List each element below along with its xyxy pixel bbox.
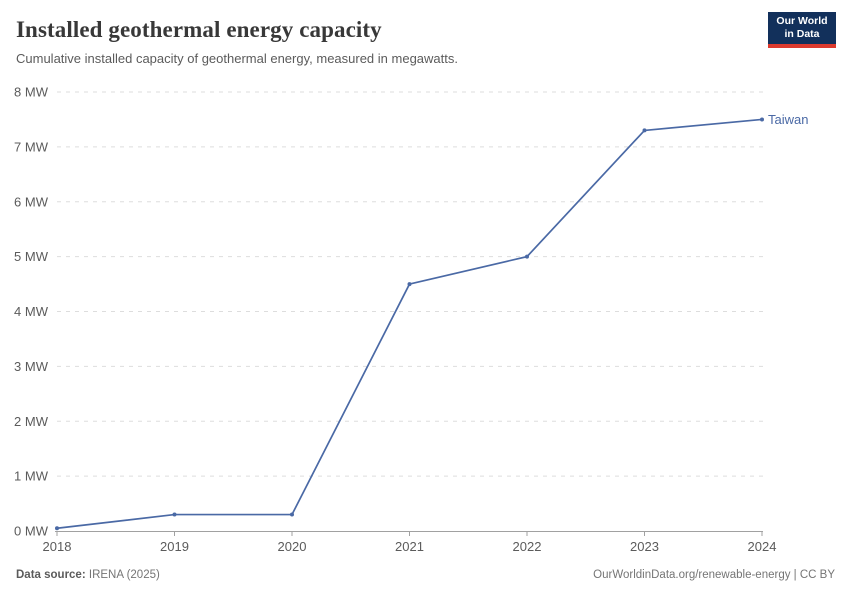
y-tick-label: 7 MW (14, 139, 49, 154)
data-source: Data source: IRENA (2025) (16, 568, 160, 583)
x-tick-label: 2023 (630, 539, 659, 554)
y-tick-label: 0 MW (14, 524, 49, 539)
data-point (760, 117, 764, 122)
y-tick-label: 5 MW (14, 249, 49, 264)
chart-footer: Data source: IRENA (2025) OurWorldinData… (16, 568, 835, 583)
y-tick-label: 4 MW (14, 304, 49, 319)
data-point (290, 512, 294, 517)
y-tick-label: 3 MW (14, 359, 49, 374)
x-tick-label: 2020 (278, 539, 307, 554)
page-title: Installed geothermal energy capacity (16, 17, 382, 42)
owid-logo[interactable]: Our World in Data (768, 12, 836, 48)
x-tick-label: 2022 (513, 539, 542, 554)
y-tick-label: 6 MW (14, 194, 49, 209)
data-line (56, 118, 763, 530)
chart-header: Installed geothermal energy capacity Cum… (16, 15, 750, 67)
x-tick-label: 2018 (43, 539, 72, 554)
entity-label: Taiwan (768, 112, 808, 127)
data-point (407, 282, 412, 287)
data-point (172, 512, 177, 517)
y-tick-label: 2 MW (14, 414, 49, 429)
y-tick-label: 8 MW (14, 85, 49, 100)
y-tick-label: 1 MW (14, 469, 49, 484)
data-point (642, 128, 647, 133)
chart-subtitle: Cumulative installed capacity of geother… (16, 51, 458, 66)
x-tick-label: 2019 (160, 539, 189, 554)
x-tick-label: 2021 (395, 539, 424, 554)
data-point (525, 254, 529, 259)
owid-logo-line1: Our World (776, 15, 828, 27)
data-source-label: Data source: (16, 569, 86, 581)
data-point (55, 526, 59, 531)
x-tick-label: 2024 (748, 539, 777, 554)
owid-logo-line2: in Data (784, 28, 820, 40)
data-source-value: IRENA (2025) (88, 569, 160, 581)
attribution: OurWorldinData.org/renewable-energy | CC… (593, 569, 835, 581)
